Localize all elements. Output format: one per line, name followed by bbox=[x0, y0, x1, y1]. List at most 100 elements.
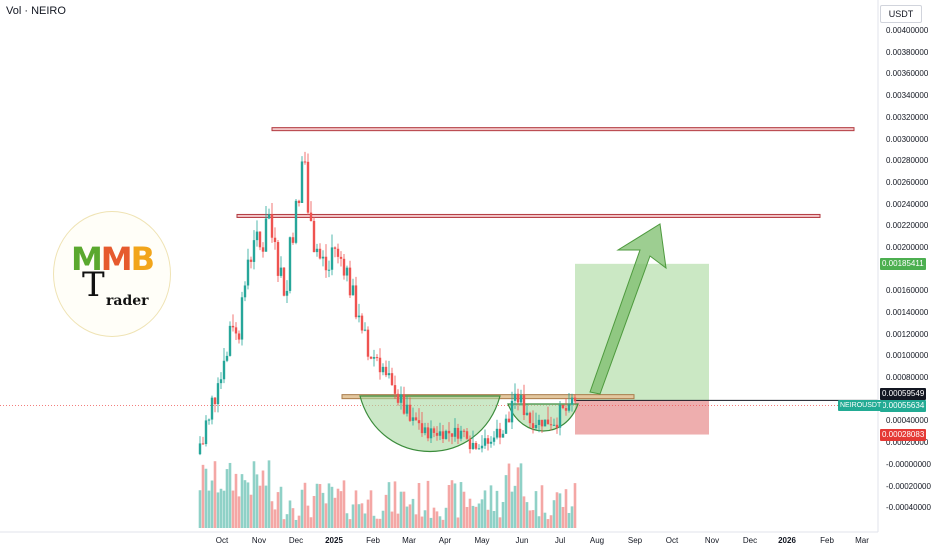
volume-bar bbox=[525, 502, 529, 528]
volume-bar bbox=[495, 490, 499, 528]
volume-bar bbox=[399, 491, 403, 528]
candle-body bbox=[525, 412, 529, 416]
candle-body bbox=[498, 428, 502, 438]
candle-body bbox=[336, 248, 340, 257]
candle-body bbox=[291, 237, 295, 243]
symbol-label: NEIROUSDT bbox=[838, 400, 884, 411]
candle-body bbox=[225, 355, 229, 361]
volume-bar bbox=[363, 513, 367, 528]
volume-bar bbox=[516, 467, 520, 528]
volume-bar bbox=[420, 516, 424, 528]
y-tick-label: 0.00400000 bbox=[886, 26, 929, 35]
volume-bar bbox=[372, 515, 376, 528]
volume-bar bbox=[558, 493, 562, 528]
candle-body bbox=[513, 393, 517, 401]
candle-body bbox=[333, 247, 337, 249]
volume-bar bbox=[507, 463, 511, 528]
currency-unit-badge[interactable]: USDT bbox=[880, 5, 922, 23]
candle-body bbox=[417, 420, 421, 424]
candle-body bbox=[414, 417, 418, 421]
volume-bar bbox=[279, 486, 283, 528]
candle-body bbox=[327, 269, 331, 271]
candle-body bbox=[468, 438, 472, 450]
volume-bar bbox=[480, 499, 484, 528]
stop-zone bbox=[575, 400, 709, 435]
candlesticks bbox=[198, 151, 577, 456]
volume-bar bbox=[369, 490, 373, 528]
candle-body bbox=[483, 438, 487, 446]
candle-body bbox=[405, 404, 409, 414]
candle-body bbox=[543, 419, 547, 427]
candle-body bbox=[306, 161, 310, 213]
y-tick-label: 0.00300000 bbox=[886, 135, 929, 144]
volume-bar bbox=[444, 507, 448, 528]
volume-bar bbox=[441, 519, 445, 528]
indicator-label[interactable]: Vol · NEIRO bbox=[6, 5, 66, 17]
x-tick-label: Dec bbox=[742, 536, 758, 545]
candle-body bbox=[516, 393, 520, 403]
candle-body bbox=[252, 240, 256, 262]
volume-bar bbox=[198, 490, 202, 528]
candle-body bbox=[432, 428, 436, 433]
candle-body bbox=[561, 404, 565, 409]
candle-body bbox=[297, 200, 301, 203]
x-tick-label: Dec bbox=[288, 536, 304, 545]
y-tick-label: 0.00340000 bbox=[886, 91, 929, 100]
volume-bar bbox=[423, 510, 427, 528]
volume-bar bbox=[477, 503, 481, 528]
volume-bar bbox=[552, 500, 556, 528]
y-tick-label: 0.00120000 bbox=[886, 330, 929, 339]
x-tick-label: Mar bbox=[402, 536, 416, 545]
candle-body bbox=[399, 394, 403, 403]
volume-bar bbox=[435, 511, 439, 528]
y-tick-label: 0.00320000 bbox=[886, 113, 929, 122]
volume-bar bbox=[201, 464, 205, 528]
candle-body bbox=[528, 412, 532, 424]
volume-bar bbox=[513, 485, 517, 528]
volume-bar bbox=[318, 484, 322, 528]
volume-bar bbox=[261, 470, 265, 528]
volume-bar bbox=[426, 480, 430, 528]
y-tick-label: 0.00200000 bbox=[886, 243, 929, 252]
y-tick-label: -0.00040000 bbox=[886, 503, 931, 512]
x-tick-label: Oct bbox=[665, 536, 679, 545]
volume-bar bbox=[234, 473, 238, 528]
candle-body bbox=[390, 373, 394, 386]
arrow-shape bbox=[589, 223, 667, 395]
candle-body bbox=[249, 259, 253, 262]
last-price-tag: 0.00059549 bbox=[880, 388, 927, 400]
mmb-trader-logo: MMB T rader bbox=[53, 211, 171, 337]
candle-body bbox=[261, 247, 265, 252]
volume-bar bbox=[453, 483, 457, 528]
candle-body bbox=[315, 248, 319, 253]
current-price-tag: 0.00055634 bbox=[880, 400, 927, 412]
candle-body bbox=[240, 297, 244, 340]
volume-bar bbox=[297, 515, 301, 528]
volume-bar bbox=[414, 514, 418, 528]
x-tick-label: Feb bbox=[820, 536, 834, 545]
candle-body bbox=[198, 443, 202, 455]
candle-body bbox=[375, 357, 379, 359]
candle-body bbox=[330, 247, 334, 270]
candle-body bbox=[300, 161, 304, 203]
y-tick-label: 0.00360000 bbox=[886, 69, 929, 78]
volume-bar bbox=[492, 511, 496, 528]
volume-bars bbox=[198, 460, 577, 528]
candle-body bbox=[366, 329, 370, 357]
volume-bar bbox=[489, 485, 493, 528]
candle-body bbox=[477, 448, 481, 450]
candle-body bbox=[351, 285, 355, 296]
volume-bar bbox=[387, 482, 391, 528]
candle-body bbox=[567, 404, 571, 411]
logo-t-letter: T bbox=[82, 265, 105, 305]
volume-bar bbox=[519, 463, 523, 528]
candle-body bbox=[519, 395, 523, 403]
candle-body bbox=[438, 431, 442, 436]
candle-body bbox=[549, 424, 553, 426]
candle-body bbox=[423, 427, 427, 434]
volume-bar bbox=[360, 503, 364, 528]
candle-body bbox=[369, 356, 373, 359]
candle-body bbox=[228, 325, 232, 356]
candle-body bbox=[267, 214, 271, 219]
